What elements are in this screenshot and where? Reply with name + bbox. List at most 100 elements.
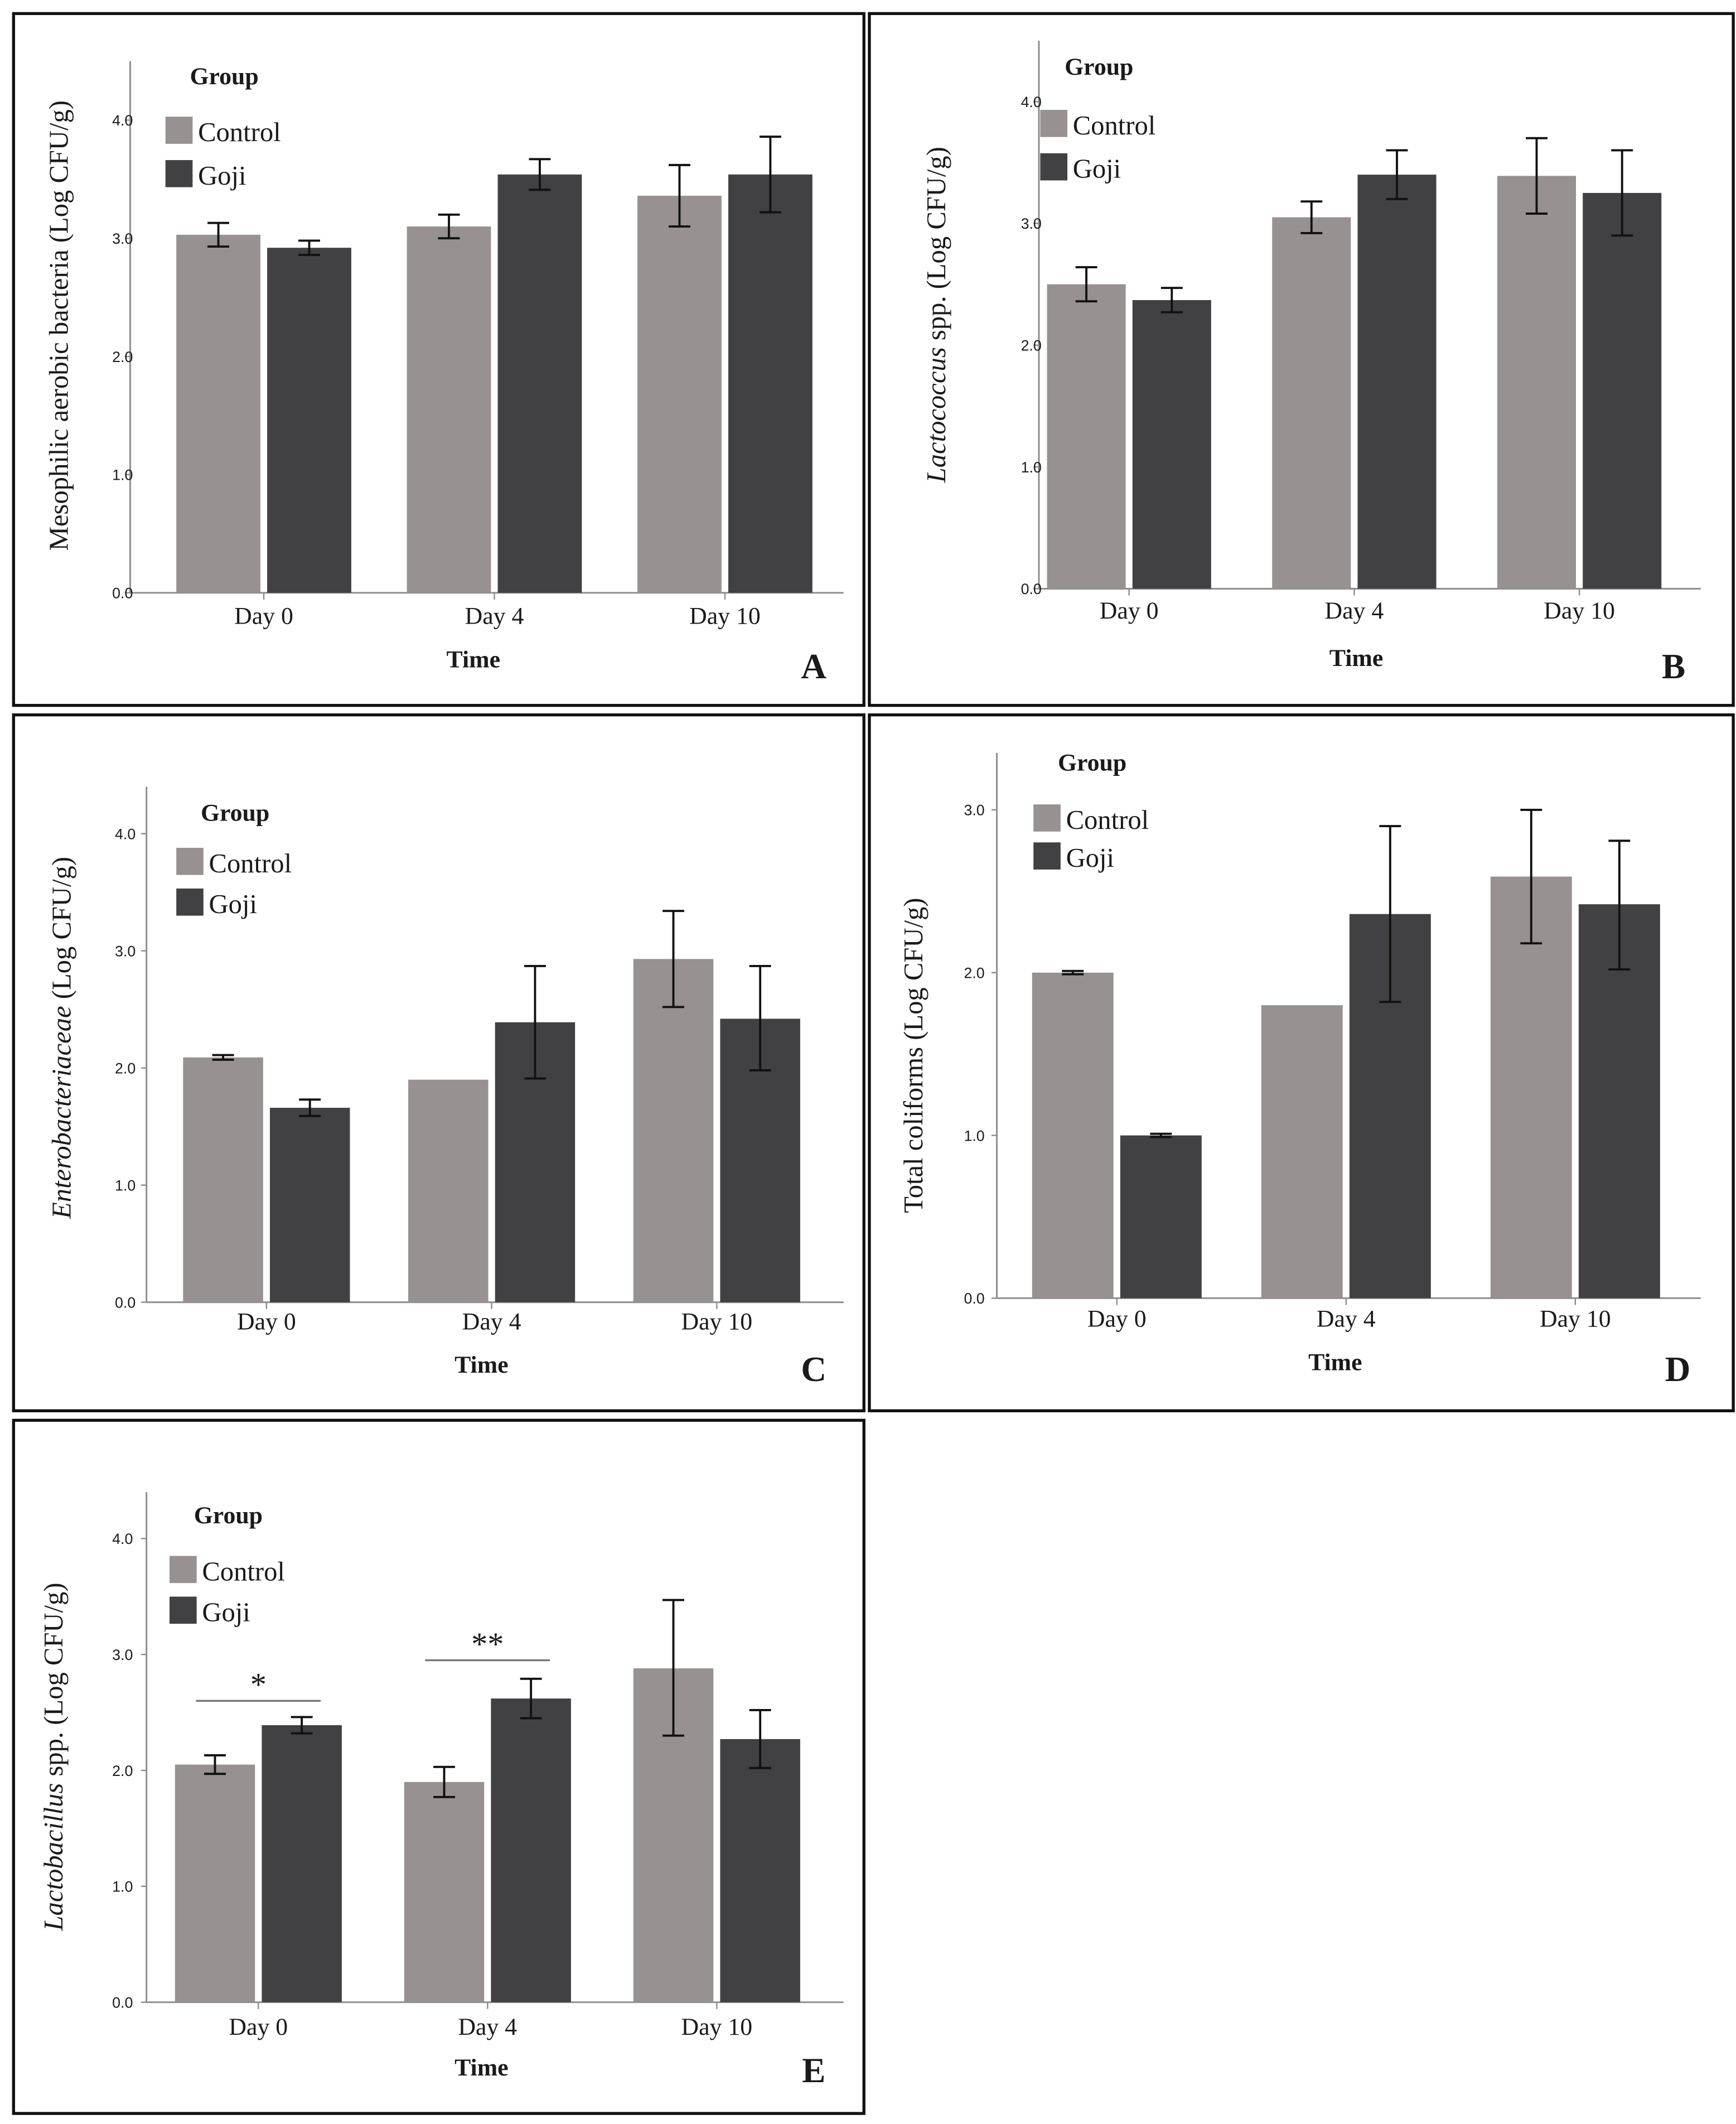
error-bar <box>438 213 460 240</box>
legend: Group Control Goji <box>1033 749 1149 873</box>
error-bar <box>299 1098 321 1117</box>
error-bar <box>529 158 551 191</box>
panel-frame <box>12 12 865 707</box>
legend-label-control: Control <box>202 1556 285 1586</box>
legend-swatch-goji <box>170 1596 197 1624</box>
legend-label-goji: Goji <box>209 889 257 919</box>
panel-letter: C <box>801 1350 826 1389</box>
x-axis-title: Time <box>1329 645 1383 672</box>
y-axis-title-text: (Log CFU/g) <box>46 857 76 1006</box>
y-tick-label: 3.0 <box>112 1647 133 1663</box>
legend-swatch-goji <box>1033 842 1061 870</box>
error-bar <box>1526 137 1548 215</box>
x-tick-label: Day 0 <box>1087 1306 1147 1333</box>
legend: Group Control Goji <box>1040 54 1155 184</box>
legend: Group Control Goji <box>165 63 281 191</box>
y-tick-label: 2.0 <box>115 1060 136 1077</box>
y-tick-label: 3.0 <box>112 230 133 247</box>
bar-goji-day-0 <box>1132 300 1211 589</box>
legend-label-control: Control <box>209 848 292 878</box>
y-tick-label: 1.0 <box>1021 459 1042 476</box>
legend-swatch-goji <box>165 160 193 187</box>
y-axis-title: Total coliforms (Log CFU/g) <box>898 898 929 1213</box>
legend-title: Group <box>201 799 269 826</box>
y-axis-title-italic: Lactobacillus <box>38 1783 69 1932</box>
legend-label-goji: Goji <box>198 161 246 191</box>
y-tick-label: 1.0 <box>112 1879 133 1895</box>
x-tick-label: Day 4 <box>1317 1306 1376 1333</box>
y-axis-title-italic: Lactococcus <box>921 347 951 483</box>
y-tick-label: 2.0 <box>1021 337 1042 354</box>
y-axis-title: Mesophilic aerobic bacteria (Log CFU/g) <box>44 100 74 551</box>
significance-label: ** <box>471 1626 504 1662</box>
error-bar <box>520 1677 542 1720</box>
x-tick-label: Day 4 <box>465 603 524 630</box>
error-bar <box>1608 839 1631 971</box>
panel-frame <box>12 713 865 1412</box>
panel-frame <box>12 1418 865 2115</box>
x-axis-title: Time <box>454 1351 508 1378</box>
bar-goji-day-0 <box>267 248 351 593</box>
bar-control-day-4 <box>1261 1005 1343 1298</box>
error-bar <box>663 910 684 1008</box>
bar-control-day-4 <box>407 226 491 593</box>
y-tick-label: 2.0 <box>964 964 984 981</box>
y-tick-label: 4.0 <box>115 826 136 842</box>
y-axis-title-italic: Enterobacteriaceae <box>46 1006 76 1219</box>
error-bar <box>291 1716 313 1735</box>
y-tick-label: 4.0 <box>112 112 133 129</box>
error-bar <box>1300 200 1323 234</box>
bar-control-day-10 <box>633 959 714 1302</box>
chart-panel-c: 0.0 1.0 2.0 3.0 4.0 Day 0 Day 4 Day 10 Time Enter… <box>12 713 865 1412</box>
bar-control-day-10 <box>1490 876 1572 1298</box>
y-tick-label: 3.0 <box>964 802 984 819</box>
y-tick-label: 3.0 <box>115 943 136 959</box>
error-bar <box>207 221 230 248</box>
bar-goji-day-4 <box>1357 175 1437 589</box>
x-tick-label: Day 0 <box>237 1308 296 1335</box>
y-tick-label: 3.0 <box>1021 215 1042 232</box>
x-axis-title: Time <box>447 646 500 673</box>
legend-swatch-control <box>165 117 193 144</box>
error-bar <box>759 136 781 214</box>
y-axis-title: Lactococcus spp. (Log CFU/g) <box>921 147 951 483</box>
legend-label-control: Control <box>1073 110 1156 141</box>
y-tick-label: 4.0 <box>112 1531 133 1547</box>
x-tick-label: Day 10 <box>1540 1306 1611 1333</box>
significance-label: * <box>250 1667 267 1703</box>
error-bar <box>204 1754 226 1775</box>
panel-letter: D <box>1665 1350 1691 1389</box>
bar-control-day-0 <box>176 234 260 593</box>
y-tick-label: 2.0 <box>112 1763 133 1779</box>
chart-panel-a: 0.0 1.0 2.0 3.0 4.0 Day 0 Day 4 Day 10 Time Mesop… <box>12 12 865 707</box>
error-bar <box>749 1709 771 1769</box>
panel-letter: A <box>801 647 826 686</box>
x-tick-label: Day 4 <box>1325 597 1384 624</box>
legend-title: Group <box>194 1502 263 1529</box>
legend-swatch-control <box>176 848 204 875</box>
x-tick-label: Day 10 <box>689 603 761 630</box>
error-bar <box>1611 149 1633 237</box>
bar-goji-day-10 <box>720 1739 800 2002</box>
legend: Group Control Goji <box>176 799 292 919</box>
x-tick-label: Day 0 <box>1100 597 1159 624</box>
bar-goji-day-0 <box>1120 1135 1202 1298</box>
error-bar <box>524 964 546 1080</box>
bar-control-day-0 <box>1032 972 1114 1298</box>
legend-swatch-goji <box>176 888 204 916</box>
legend-label-control: Control <box>1066 805 1149 835</box>
bar-goji-day-10 <box>1583 192 1662 589</box>
panel-letter: E <box>802 2051 825 2090</box>
error-bar <box>668 163 690 228</box>
bar-control-day-4 <box>404 1782 485 2002</box>
y-tick-label: 0.0 <box>964 1290 984 1307</box>
bar-control-day-0 <box>175 1764 255 2002</box>
y-axis-title-text: spp. (Log CFU/g) <box>38 1582 69 1783</box>
error-bar <box>212 1054 234 1061</box>
error-bar <box>433 1765 455 1798</box>
error-bar <box>1379 825 1401 1003</box>
y-tick-label: 4.0 <box>1021 94 1042 110</box>
error-bar <box>1520 808 1542 945</box>
legend: Group Control Goji <box>170 1502 285 1627</box>
